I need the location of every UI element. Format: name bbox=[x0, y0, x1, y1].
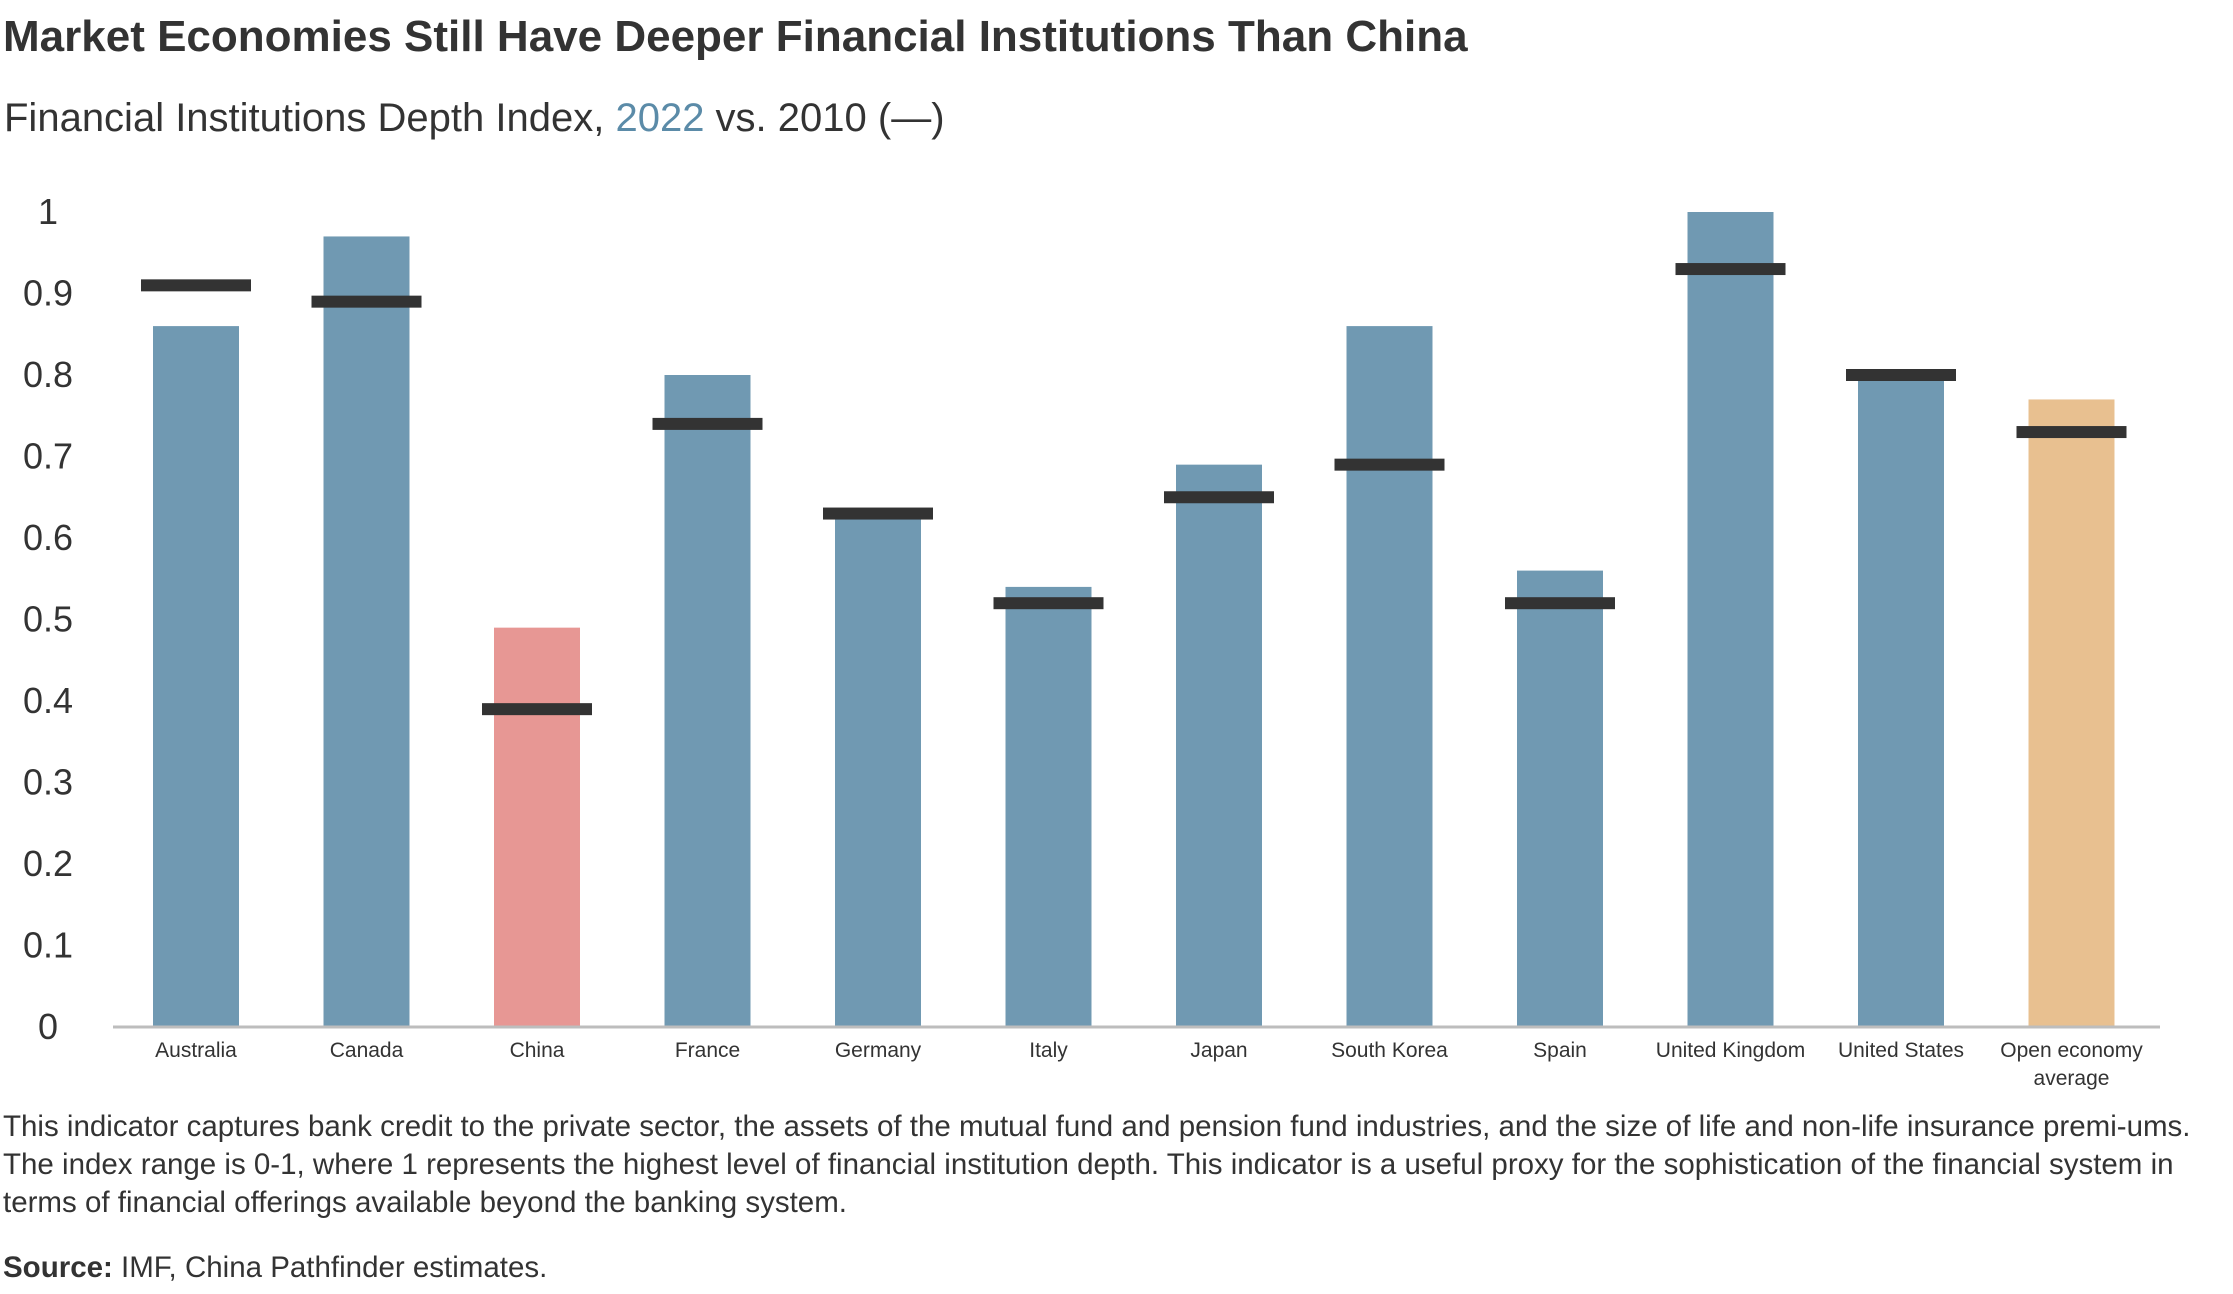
subtitle-prefix: Financial Institutions Depth Index, bbox=[4, 96, 616, 140]
bars-2022 bbox=[153, 212, 2115, 1028]
bar-2022 bbox=[1005, 586, 1092, 1027]
marker-2010 bbox=[311, 295, 422, 308]
bar-2022 bbox=[835, 513, 921, 1027]
y-tick-label: 0.7 bbox=[23, 436, 73, 477]
x-tick-label: United Kingdom bbox=[1656, 1039, 1805, 1062]
x-tick-label: Italy bbox=[1029, 1039, 1068, 1062]
marker-2010 bbox=[1846, 369, 1956, 381]
bar-2022 bbox=[153, 326, 239, 1028]
y-tick-label: 0.5 bbox=[23, 599, 73, 640]
chart-title: Market Economies Still Have Deeper Finan… bbox=[3, 12, 1468, 61]
y-tick-label: 0.4 bbox=[23, 680, 73, 721]
y-tick-label: 0.8 bbox=[23, 354, 73, 395]
x-tick-label: Open economy bbox=[2000, 1039, 2143, 1062]
marker-2010 bbox=[2016, 426, 2127, 439]
x-tick-label: Japan bbox=[1190, 1039, 1247, 1062]
x-tick-label: Germany bbox=[835, 1039, 922, 1062]
x-tick-label: Canada bbox=[330, 1039, 404, 1062]
x-tick-label: Spain bbox=[1533, 1039, 1587, 1062]
chart-note: This indicator captures bank credit to t… bbox=[3, 1110, 2191, 1219]
markers-2010 bbox=[141, 263, 2127, 716]
y-tick-label: 1 bbox=[38, 191, 58, 232]
y-tick-label: 0 bbox=[38, 1006, 58, 1047]
x-tick-label: France bbox=[675, 1039, 740, 1062]
marker-2010 bbox=[1505, 597, 1615, 610]
x-tick-label: United States bbox=[1838, 1039, 1964, 1062]
marker-2010 bbox=[1334, 458, 1445, 471]
x-tick-label: China bbox=[510, 1039, 565, 1062]
y-tick-label: 0.6 bbox=[23, 517, 73, 558]
marker-2010 bbox=[1675, 263, 1786, 276]
bar-chart: 0 0.1 0.2 0.3 0.4 0.5 0.6 0.7 0.8 0.9 1 Australia C… bbox=[23, 191, 2160, 1090]
x-tick-label: average bbox=[2034, 1067, 2110, 1090]
bar-2022 bbox=[323, 236, 410, 1027]
x-tick-label: South Korea bbox=[1331, 1039, 1448, 1062]
bar-2022 bbox=[1687, 212, 1774, 1027]
source-text: IMF, China Pathfinder estimates. bbox=[112, 1251, 548, 1284]
bar-2022 bbox=[1517, 570, 1603, 1027]
marker-2010 bbox=[652, 417, 763, 430]
marker-2010 bbox=[141, 279, 251, 292]
subtitle-suffix: vs. 2010 (—) bbox=[704, 96, 945, 140]
x-tick-label: Australia bbox=[155, 1039, 237, 1062]
y-axis: 0 0.1 0.2 0.3 0.4 0.5 0.6 0.7 0.8 0.9 1 bbox=[23, 191, 73, 1047]
source-label: Source: bbox=[3, 1251, 113, 1284]
marker-2010 bbox=[823, 507, 933, 520]
y-tick-label: 0.1 bbox=[23, 925, 73, 966]
subtitle-year-2022: 2022 bbox=[615, 96, 705, 140]
y-tick-label: 0.2 bbox=[23, 843, 73, 884]
chart-subtitle: Financial Institutions Depth Index, 2022… bbox=[4, 96, 945, 141]
y-tick-label: 0.9 bbox=[23, 273, 73, 314]
bar-2022 bbox=[494, 627, 580, 1027]
bar-2022 bbox=[1176, 464, 1262, 1027]
marker-2010 bbox=[993, 597, 1104, 610]
marker-2010 bbox=[482, 703, 592, 716]
bar-2022 bbox=[664, 375, 751, 1027]
y-tick-label: 0.3 bbox=[23, 762, 73, 803]
x-axis: Australia Canada China France Germany Italy Ja… bbox=[155, 1039, 2143, 1090]
bar-2022 bbox=[1858, 375, 1944, 1027]
bar-2022 bbox=[1346, 326, 1433, 1028]
marker-2010 bbox=[1164, 491, 1274, 504]
bar-2022 bbox=[2028, 399, 2115, 1027]
source-line: Source: IMF, China Pathfinder estimates. bbox=[3, 1251, 547, 1285]
